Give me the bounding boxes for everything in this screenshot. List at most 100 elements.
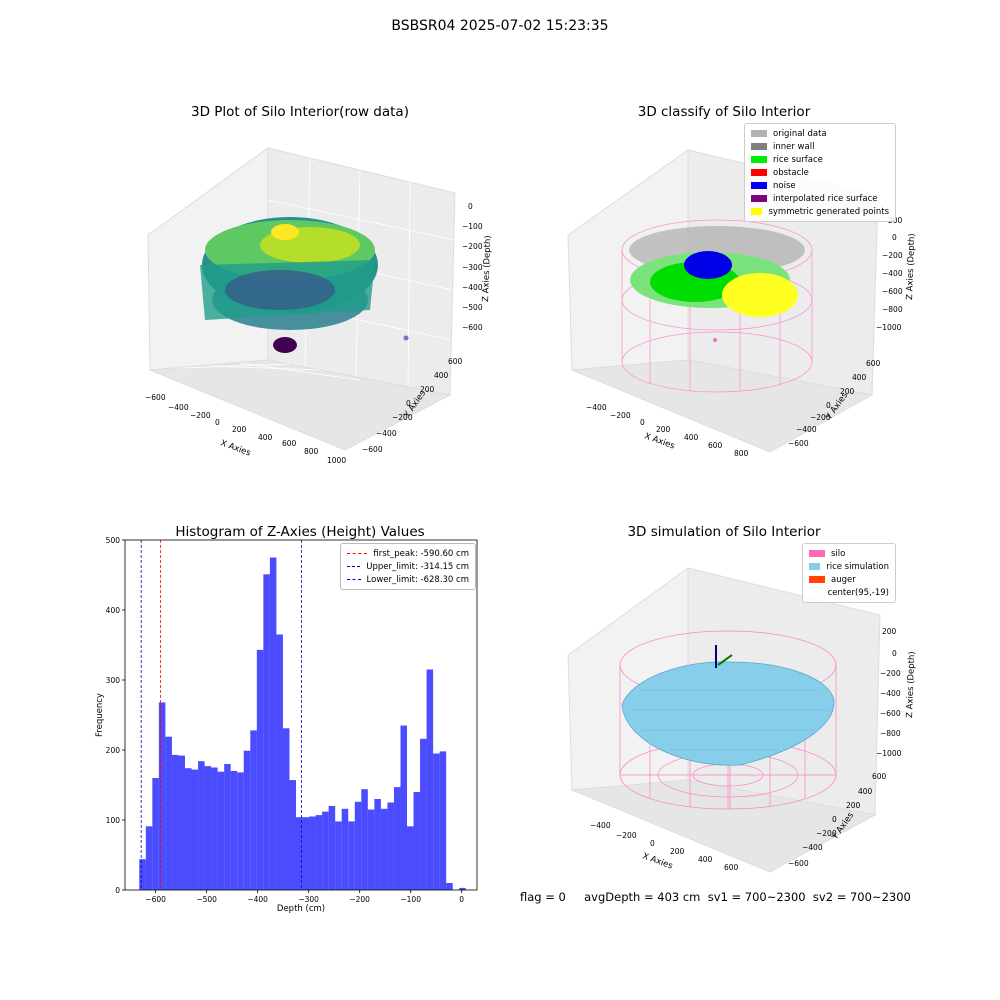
histogram-chart: −600 −500 −400 −300 −200 −100 0 0 100 200 300 400 5… [95, 536, 478, 914]
legend-swatch [751, 143, 767, 150]
svg-text:−800: −800 [880, 729, 901, 738]
histogram-bar [420, 738, 427, 890]
histogram-bar [256, 649, 264, 890]
histogram-bar [139, 859, 146, 890]
histogram-bar [433, 753, 440, 890]
histogram-bar [145, 826, 153, 890]
svg-text:800: 800 [304, 447, 319, 456]
histogram-xtick-label: −200 [349, 895, 370, 904]
svg-text:200: 200 [882, 627, 897, 636]
p4-silo-wireframe [619, 630, 837, 810]
svg-text:−400: −400 [376, 429, 397, 438]
histogram-xticks: −600 −500 −400 −300 −200 −100 0 [145, 890, 464, 904]
legend-item: Upper_limit: -314.15 cm [347, 560, 469, 573]
p4-xticks: −400 −200 0 200 400 600 [590, 821, 739, 872]
histogram-bar [354, 801, 362, 890]
p2-yticks: 600 400 200 0 −200 −400 −600 [788, 359, 881, 448]
panel2-3d-plot: −400 −200 0 200 400 600 800 X Axies 600 … [567, 149, 917, 458]
p1-xlabel: X Axies [219, 438, 252, 458]
svg-text:0: 0 [640, 418, 645, 427]
p1-yticks: 600 400 200 0 −200 −400 −600 [362, 357, 463, 454]
legend-swatch [809, 563, 821, 570]
p1-xticks: −600 −400 −200 0 200 400 600 800 1000 [145, 393, 346, 465]
histogram-bar [328, 806, 336, 890]
legend-item: center(95,-19) [809, 586, 889, 599]
histogram-ytick-label: 0 [115, 886, 120, 895]
histogram-bar [315, 815, 323, 890]
histogram-bar [335, 821, 342, 890]
histogram-bar [446, 883, 453, 890]
p1-cloud-hollow [225, 270, 335, 310]
histogram-bar [152, 778, 159, 890]
p1-cloud-summit [271, 224, 299, 240]
histogram-bar [393, 787, 401, 890]
svg-text:0: 0 [215, 418, 220, 427]
legend-swatch [809, 550, 825, 557]
svg-text:−400: −400 [802, 843, 823, 852]
legend-item: obstacle [751, 166, 889, 179]
histogram-bar [224, 764, 231, 890]
histogram-bar [191, 769, 199, 890]
legend-swatch [751, 182, 767, 189]
panel2-title: 3D classify of Silo Interior [637, 104, 811, 120]
svg-text:0: 0 [650, 839, 655, 848]
histogram-bar [198, 761, 205, 890]
svg-text:200: 200 [420, 385, 435, 394]
histogram-bar [230, 771, 238, 890]
histogram-bar [407, 826, 414, 890]
svg-text:−400: −400 [880, 689, 901, 698]
histogram-bar [217, 771, 225, 890]
histogram-bar [276, 634, 283, 890]
legend-item: first_peak: -590.60 cm [347, 547, 469, 560]
histogram-bar [250, 730, 257, 890]
svg-text:600: 600 [448, 357, 463, 366]
svg-text:400: 400 [434, 371, 449, 380]
histogram-bar [243, 750, 251, 890]
histogram-bar [289, 780, 297, 890]
svg-text:600: 600 [282, 439, 297, 448]
histogram-bar [269, 557, 277, 890]
svg-text:400: 400 [698, 855, 713, 864]
p1-zticks: 0 −100 −200 −300 −400 −500 −600 [462, 202, 483, 332]
svg-text:400: 400 [258, 433, 273, 442]
status-text: flag = 0 avgDepth = 403 cm sv1 = 700~230… [520, 890, 911, 904]
histogram-bar [361, 789, 368, 890]
svg-text:−200: −200 [462, 242, 483, 251]
svg-text:0: 0 [892, 233, 897, 242]
legend-swatch [809, 589, 822, 596]
svg-text:−600: −600 [880, 709, 901, 718]
p4-rice-simulation [621, 661, 835, 766]
histogram-bar [426, 669, 434, 890]
histogram-title: Histogram of Z-Axies (Height) Values [175, 524, 425, 540]
p4-rice-mesh [630, 689, 830, 751]
svg-text:−400: −400 [882, 269, 903, 278]
legend-item: inner wall [751, 140, 889, 153]
svg-text:−200: −200 [190, 411, 211, 420]
panel1-title: 3D Plot of Silo Interior(row data) [191, 104, 409, 120]
svg-text:−600: −600 [882, 287, 903, 296]
svg-text:−400: −400 [462, 283, 483, 292]
panel4-title: 3D simulation of Silo Interior [627, 524, 821, 540]
panel2-legend: original data inner wall rice surface ob… [744, 123, 896, 222]
svg-text:400: 400 [852, 373, 867, 382]
svg-text:−600: −600 [788, 859, 809, 868]
histogram-bar [296, 817, 303, 890]
histogram-bar [171, 754, 179, 890]
p2-zlabel: Z Axies (Depth) [905, 233, 917, 300]
legend-item: Lower_limit: -628.30 cm [347, 573, 469, 586]
svg-text:−400: −400 [796, 425, 817, 434]
svg-text:−300: −300 [462, 263, 483, 272]
svg-text:−200: −200 [810, 413, 831, 422]
svg-text:0: 0 [468, 202, 473, 211]
svg-text:0: 0 [832, 815, 837, 824]
figure-title: BSBSR04 2025-07-02 15:23:35 [391, 18, 609, 34]
svg-text:−1000: −1000 [876, 749, 902, 758]
legend-item: interpolated rice surface [751, 192, 889, 205]
histogram-yticks: 0 100 200 300 400 500 [106, 536, 125, 895]
histogram-xtick-label: −100 [400, 895, 421, 904]
histogram-ytick-label: 300 [106, 676, 121, 685]
p2-xlabel: X Axies [643, 431, 676, 451]
p2-xticks: −400 −200 0 200 400 600 800 [586, 403, 749, 458]
svg-text:400: 400 [684, 433, 699, 442]
svg-text:600: 600 [866, 359, 881, 368]
